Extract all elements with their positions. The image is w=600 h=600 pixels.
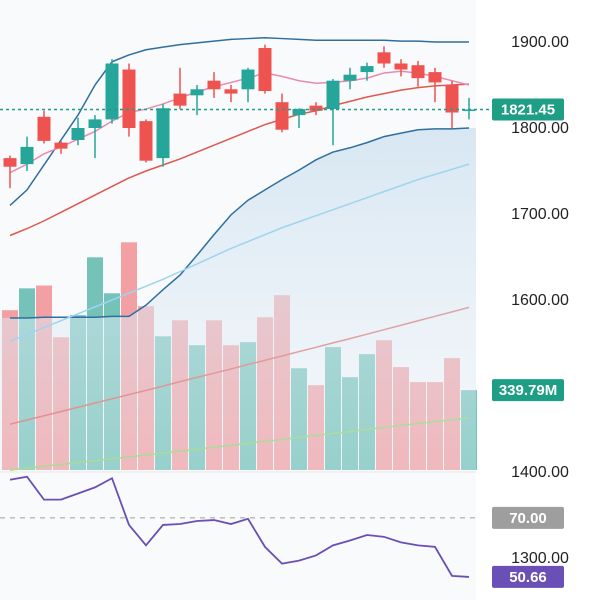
candle-body [275, 102, 289, 130]
candle-body [343, 74, 357, 81]
candle-body [156, 108, 170, 159]
candle-body [71, 128, 85, 141]
candle-body [241, 69, 255, 90]
moving-average-line [9, 163, 470, 342]
candle-body [190, 89, 204, 96]
candle-body [258, 48, 272, 92]
candle-body [394, 63, 408, 70]
candle-body [377, 52, 391, 64]
moving-average-line [9, 36, 469, 206]
y-tick-label: 1300.00 [511, 550, 569, 567]
candle-body [173, 93, 187, 106]
candle-body [207, 80, 221, 90]
value-tag-label: 50.66 [509, 569, 547, 586]
value-tag [492, 565, 564, 588]
y-tick-label: 1400.00 [511, 464, 569, 481]
value-tag [492, 98, 564, 121]
band-shade [0, 128, 476, 470]
candle-body [360, 66, 374, 73]
value-tag [492, 379, 564, 402]
value-tag-label: 1821.45 [501, 102, 555, 119]
y-tick-label: 1900.00 [511, 34, 569, 51]
candle-body [445, 85, 459, 113]
moving-average-line [10, 127, 470, 319]
moving-average-line [9, 70, 470, 174]
candle-body [37, 116, 51, 141]
value-tag-label: 70.00 [509, 510, 547, 527]
y-tick-label: 1800.00 [511, 120, 569, 137]
value-tag-label: 339.79M [499, 382, 557, 399]
candle-body [105, 63, 119, 120]
candle-body [224, 89, 238, 94]
y-tick-label: 1700.00 [511, 206, 569, 223]
candle-body [139, 121, 153, 161]
rsi-line [9, 475, 470, 578]
candle-body [428, 72, 442, 83]
value-tag [492, 506, 564, 529]
candle-body [309, 105, 323, 111]
y-tick-label: 1600.00 [511, 292, 569, 309]
candle-body [20, 146, 34, 165]
moving-average-line [9, 83, 470, 237]
candle-body [326, 80, 340, 110]
candle-body [54, 142, 68, 149]
candle-body [88, 119, 102, 129]
candle-body [292, 109, 306, 116]
candle-body [3, 158, 17, 167]
candle-body [411, 65, 425, 79]
candle-body [122, 69, 136, 129]
